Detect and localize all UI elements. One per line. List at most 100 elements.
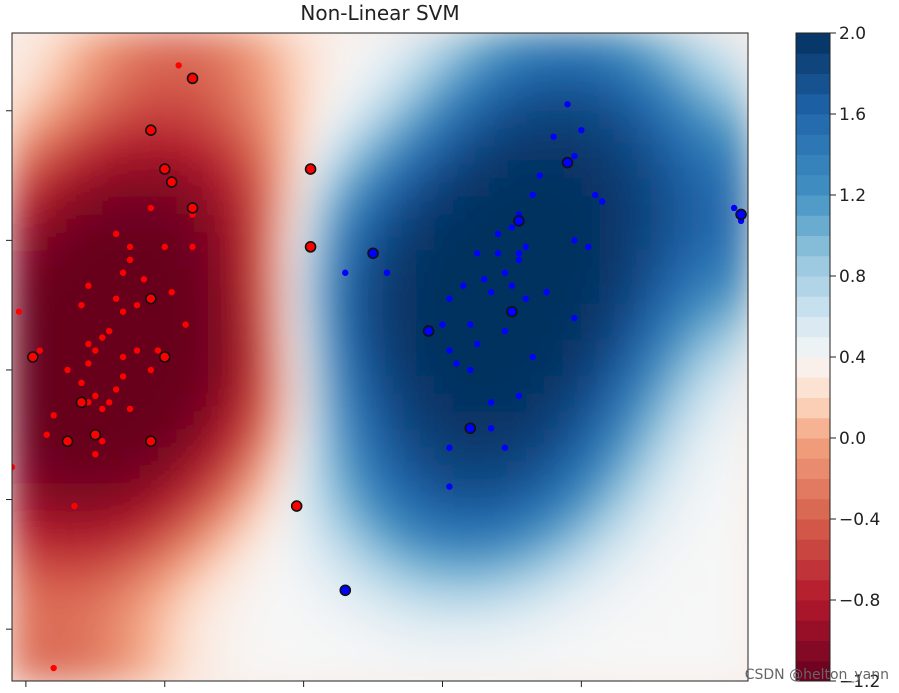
heatmap-cell — [397, 446, 418, 466]
blue-class-point — [383, 269, 391, 276]
heatmap-cell — [250, 50, 271, 70]
heatmap-cell — [250, 158, 271, 178]
heatmap-cell — [710, 176, 731, 196]
heatmap-cell — [710, 410, 731, 430]
blue-class-point — [453, 360, 460, 367]
heatmap-cell — [397, 230, 418, 250]
heatmap-cell — [452, 554, 473, 574]
heatmap-cell — [139, 590, 161, 610]
heatmap-cell — [176, 356, 197, 376]
heatmap-cell — [728, 338, 748, 358]
heatmap-cell — [47, 104, 69, 124]
heatmap-cell — [655, 572, 676, 592]
heatmap-cell — [213, 338, 234, 358]
heatmap-cell — [103, 194, 124, 214]
heatmap-cell — [526, 410, 547, 430]
heatmap-cell — [66, 176, 87, 196]
heatmap-cell — [673, 194, 694, 214]
heatmap-cell — [231, 194, 253, 214]
heatmap-cell — [195, 482, 216, 502]
heatmap-cell — [287, 248, 308, 268]
heatmap-cell — [231, 572, 253, 592]
heatmap-cell — [360, 122, 381, 142]
heatmap-cell — [66, 50, 87, 70]
heatmap-cell — [673, 608, 694, 628]
heatmap-cell — [581, 140, 602, 160]
heatmap-cell — [452, 122, 473, 142]
heatmap-cell — [103, 644, 124, 664]
heatmap-cell — [507, 194, 529, 214]
blue-class-point — [474, 340, 481, 348]
red-class-point — [119, 373, 127, 380]
heatmap-cell — [47, 590, 69, 610]
heatmap-cell — [379, 572, 400, 592]
heatmap-cell — [489, 590, 510, 610]
heatmap-cell — [47, 284, 69, 304]
heatmap-cell — [176, 122, 197, 142]
heatmap-cell — [397, 320, 418, 340]
blue-class-point — [536, 172, 543, 179]
heatmap-cell — [471, 122, 492, 142]
heatmap-cell — [195, 554, 216, 574]
heatmap-cell — [507, 50, 529, 70]
heatmap-cell — [415, 410, 437, 430]
heatmap-cell — [581, 572, 602, 592]
heatmap-cell — [691, 50, 713, 70]
heatmap-cell — [618, 140, 639, 160]
heatmap-cell — [397, 536, 418, 556]
heatmap-cell — [231, 374, 253, 394]
heatmap-cell — [360, 446, 381, 466]
heatmap-cell — [305, 266, 326, 286]
heatmap-cell — [379, 33, 400, 52]
heatmap-cell — [195, 50, 216, 70]
heatmap-cell — [287, 212, 308, 232]
heatmap-cell — [728, 50, 748, 70]
heatmap-cell — [12, 320, 32, 340]
heatmap-cell — [195, 122, 216, 142]
heatmap-cell — [489, 662, 510, 681]
heatmap-cell — [176, 500, 197, 520]
heatmap-cell — [489, 122, 510, 142]
heatmap-cell — [195, 356, 216, 376]
heatmap-cell — [66, 374, 87, 394]
heatmap-cell — [434, 536, 455, 556]
heatmap-cell — [268, 410, 289, 430]
heatmap-cell — [176, 176, 197, 196]
heatmap-cell — [563, 392, 584, 412]
heatmap-cell — [29, 140, 50, 160]
heatmap-cell — [103, 140, 124, 160]
heatmap-cell — [305, 194, 326, 214]
heatmap-cell — [489, 50, 510, 70]
heatmap-cell — [581, 518, 602, 538]
colorbar-band — [796, 73, 830, 95]
heatmap-cell — [66, 536, 87, 556]
heatmap-cell — [655, 536, 676, 556]
heatmap-cell — [12, 374, 32, 394]
heatmap-cell — [176, 554, 197, 574]
heatmap-cell — [47, 158, 69, 178]
heatmap-cell — [12, 140, 32, 160]
heatmap-cell — [415, 392, 437, 412]
heatmap-cell — [195, 428, 216, 448]
heatmap-cell — [728, 158, 748, 178]
heatmap-cell — [139, 608, 161, 628]
heatmap-cell — [84, 410, 105, 430]
heatmap-cell — [526, 644, 547, 664]
heatmap-cell — [691, 410, 713, 430]
heatmap-cell — [47, 554, 69, 574]
heatmap-cell — [323, 464, 345, 484]
heatmap-cell — [655, 302, 676, 322]
heatmap-cell — [47, 50, 69, 70]
heatmap-cell — [360, 500, 381, 520]
heatmap-cell — [434, 68, 455, 88]
heatmap-cell — [655, 608, 676, 628]
heatmap-cell — [342, 284, 363, 304]
heatmap-cell — [691, 482, 713, 502]
heatmap-cell — [618, 464, 639, 484]
heatmap-cell — [452, 518, 473, 538]
heatmap-cell — [581, 86, 602, 106]
heatmap-cell — [268, 554, 289, 574]
heatmap-cell — [728, 374, 748, 394]
heatmap-cell — [195, 266, 216, 286]
heatmap-cell — [563, 248, 584, 268]
